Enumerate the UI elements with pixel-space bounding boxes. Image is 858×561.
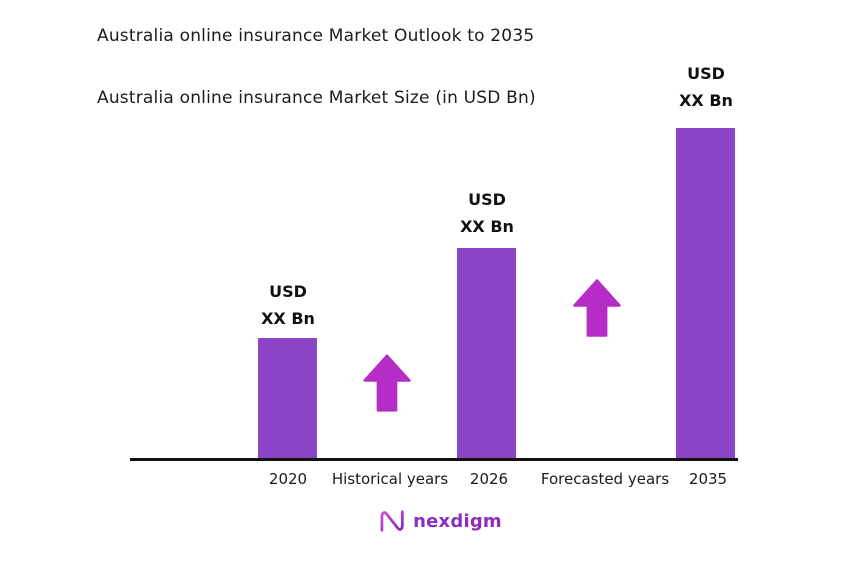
growth-arrow-icon [573,279,621,337]
x-axis-line [130,458,738,461]
nexdigm-n-wave-icon [380,510,404,532]
nexdigm-logo-text: nexdigm [413,510,502,532]
growth-arrow-icon [363,354,411,412]
value-label-line1: USD [687,64,725,83]
value-label-line2: XX Bn [460,217,514,236]
value-label-2026: USD XX Bn [427,186,547,240]
x-axis-label-2026: 2026 [469,470,509,488]
value-label-line1: USD [269,282,307,301]
bar-2020 [258,338,317,458]
nexdigm-logo: nexdigm [378,508,502,534]
x-axis-label-2020: 2020 [268,470,308,488]
value-label-2020: USD XX Bn [228,278,348,332]
value-label-line2: XX Bn [679,91,733,110]
bar-2026 [457,248,516,458]
x-axis-label-2035: 2035 [688,470,728,488]
x-axis-label-historical-years: Historical years [331,470,449,488]
chart-subtitle: Australia online insurance Market Size (… [97,88,536,108]
bar-2035 [676,128,735,458]
value-label-line1: USD [468,190,506,209]
chart-title: Australia online insurance Market Outloo… [97,26,535,46]
value-label-2035: USD XX Bn [646,60,766,114]
x-axis-label-forecasted-years: Forecasted years [540,470,670,488]
value-label-line2: XX Bn [261,309,315,328]
